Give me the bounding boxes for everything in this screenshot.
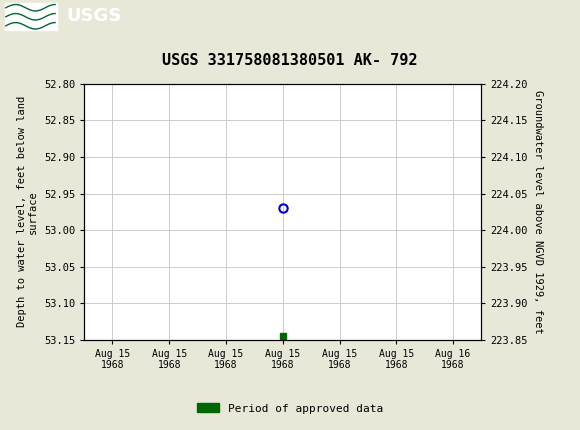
Y-axis label: Groundwater level above NGVD 1929, feet: Groundwater level above NGVD 1929, feet xyxy=(534,90,543,334)
Bar xyxy=(5,3,57,30)
Text: USGS: USGS xyxy=(67,7,122,25)
Text: USGS 331758081380501 AK- 792: USGS 331758081380501 AK- 792 xyxy=(162,53,418,68)
Legend: Period of approved data: Period of approved data xyxy=(193,399,387,418)
Y-axis label: Depth to water level, feet below land
surface: Depth to water level, feet below land su… xyxy=(17,96,38,327)
